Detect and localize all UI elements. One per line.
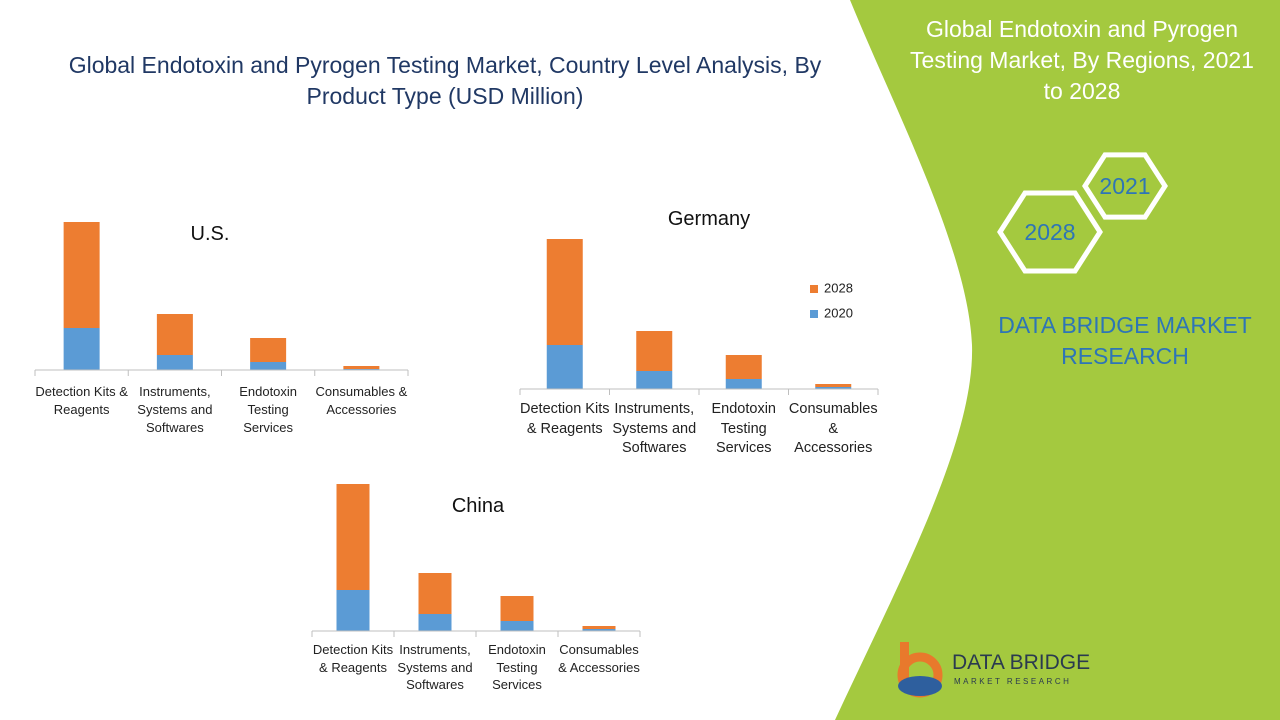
bar-segment [343,366,380,369]
chart-title: U.S. [191,223,230,245]
legend-swatch [810,285,818,293]
bar-segment [250,362,287,370]
bar-segment [250,338,287,362]
bar-segment [582,626,616,629]
bar-segment [546,239,583,345]
main-title: Global Endotoxin and Pyrogen Testing Mar… [68,52,822,109]
hexagon-label: 2021 [1099,173,1150,199]
brand: DATA BRIDGE MARKET RESEARCH [998,312,1252,369]
x-tick-label: Endotoxin Testing Services [239,384,298,435]
bar-segment [156,314,193,355]
hexagon-label: 2028 [1024,219,1075,245]
bar-segment [63,222,100,328]
logo-tagline: MARKET RESEARCH [954,677,1071,686]
side-panel-bg [835,0,1280,720]
legend-label: 2020 [824,305,853,320]
bar-segment [815,387,852,389]
x-tick-label: Instruments, Systems and Softwares [612,401,697,456]
x-tick-label: Consumables & Accessories [558,642,640,675]
bar-segment [418,614,452,631]
chart-title: Germany [668,208,750,230]
hexagon [1082,152,1168,220]
bar-segment [815,384,852,387]
x-tick-label: Instruments, Systems and Softwares [397,642,473,692]
legend-label: 2028 [824,280,853,295]
x-tick-label: Endotoxin Testing Services [488,642,546,692]
bar-segment [636,331,673,371]
bar-segment [500,621,534,631]
x-tick-label: Detection Kits & Reagents [520,401,610,437]
bar-segment [63,328,100,370]
x-tick-label: Detection Kits & Reagents [312,642,394,675]
legend-swatch [810,310,818,318]
x-tick-label: Endotoxin Testing Services [711,401,777,456]
side-title: Global Endotoxin and Pyrogen Testing Mar… [910,16,1254,104]
bar-segment [725,355,762,379]
bar-segment [336,590,370,631]
hexagon [997,190,1103,274]
bar-segment [725,379,762,389]
bar-segment [500,596,534,621]
bar-segment [156,355,193,370]
x-tick-label: Instruments, Systems and Softwares [137,384,213,435]
chart-title: China [452,495,505,517]
bar-segment [418,573,452,614]
logo-name: DATA BRIDGE [952,651,1090,674]
logo-icon [897,642,943,698]
x-tick-label: Detection Kits & Reagents [35,384,128,417]
bar-segment [336,484,370,590]
bar-segment [582,629,616,631]
x-tick-label: Consumables & Accessories [315,384,408,417]
bar-segment [546,345,583,389]
bar-segment [636,371,673,389]
x-tick-label: Consumables & Accessories [788,401,878,456]
